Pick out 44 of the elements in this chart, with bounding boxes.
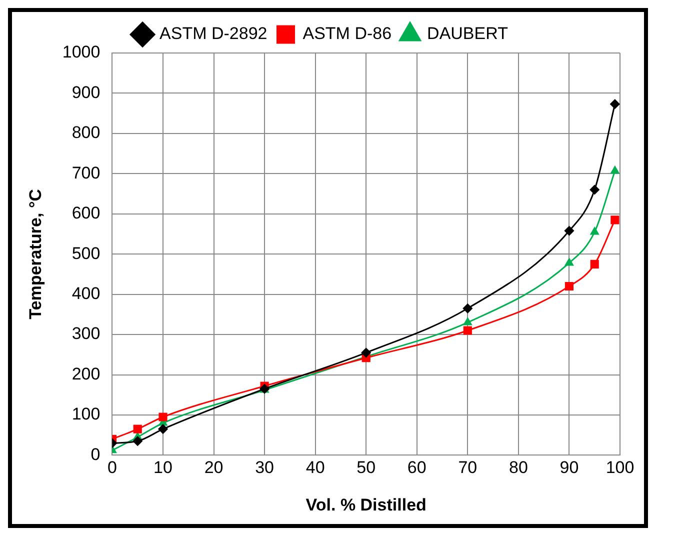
legend-label: ASTM D-2892 [160, 24, 268, 44]
legend-label: DAUBERT [427, 24, 508, 44]
point [590, 260, 599, 268]
point [158, 412, 168, 422]
point [610, 216, 620, 224]
point [610, 166, 620, 174]
y-tick-label: 100 [72, 404, 100, 424]
y-tick-label: 0 [90, 444, 100, 464]
point [133, 424, 142, 434]
y-tick-label: 900 [72, 82, 100, 102]
point [565, 258, 574, 266]
point [463, 318, 472, 326]
y-tick-label: 200 [72, 364, 100, 384]
point [463, 326, 472, 335]
point [590, 227, 599, 235]
x-tick-label: 20 [204, 458, 224, 478]
x-tick-label: 50 [356, 458, 376, 478]
legend-label: ASTM D-86 [302, 24, 392, 44]
point [564, 226, 574, 236]
y-tick-label: 400 [72, 284, 100, 304]
y-tick-label: 800 [72, 123, 100, 142]
x-tick-label: 80 [508, 458, 528, 478]
y-tick-label: 1000 [62, 42, 100, 62]
point [361, 348, 371, 358]
x-tick-label: 90 [560, 458, 579, 478]
x-tick-label: 10 [154, 458, 172, 478]
x-tick-label: 40 [306, 458, 325, 478]
point [158, 424, 168, 434]
point [564, 282, 574, 291]
x-tick-label: 100 [606, 458, 634, 478]
y-axis-title: Temperature, °C [26, 188, 45, 320]
point [132, 436, 142, 446]
x-tick-label: 70 [458, 458, 478, 478]
x-tick-label: 60 [407, 458, 426, 478]
x-axis-title: Vol. % Distilled [306, 495, 426, 514]
y-tick-label: 500 [72, 244, 100, 263]
point [462, 304, 472, 314]
x-tick-label: 30 [255, 458, 274, 478]
y-tick-label: 700 [72, 163, 100, 182]
point [610, 99, 620, 109]
y-tick-label: 300 [72, 324, 100, 344]
point [590, 185, 600, 194]
x-tick-label: 0 [107, 458, 117, 478]
y-tick-label: 600 [72, 204, 100, 223]
